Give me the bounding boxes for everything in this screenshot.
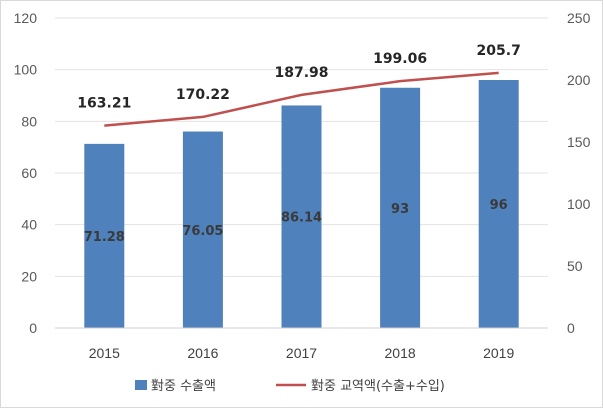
bar-data-label: 93 xyxy=(391,202,409,217)
gridlines xyxy=(55,17,548,277)
y-right-tick-label: 150 xyxy=(567,134,591,150)
bar xyxy=(281,105,322,328)
y-axis-right: 0 50 100 150 200 250 xyxy=(567,10,591,336)
bar xyxy=(380,87,421,328)
line-data-label: 187.98 xyxy=(274,65,328,81)
y-axis-left: 0 20 40 60 80 100 120 xyxy=(14,10,38,336)
legend-label-line: 對중 교역액(수출+수입) xyxy=(311,379,445,394)
y-right-tick-label: 100 xyxy=(567,196,591,212)
line-series xyxy=(104,71,499,127)
bar xyxy=(84,143,125,328)
y-left-tick-label: 60 xyxy=(21,165,37,181)
x-tick-label: 2018 xyxy=(385,345,416,361)
line-data-label: 199.06 xyxy=(373,51,427,67)
bar xyxy=(478,80,519,328)
y-left-tick-label: 0 xyxy=(29,320,37,336)
line-data-label: 170.22 xyxy=(176,87,230,103)
y-right-tick-label: 200 xyxy=(567,72,591,88)
line-data-labels: 163.21 170.22 187.98 199.06 205.7 xyxy=(77,43,521,112)
line-data-label: 205.7 xyxy=(477,43,521,59)
bar-data-label: 76.05 xyxy=(182,224,223,239)
x-tick-label: 2019 xyxy=(483,345,514,361)
bar-data-labels: 71.28 76.05 86.14 93 96 xyxy=(84,198,508,245)
y-left-tick-label: 40 xyxy=(21,217,37,233)
legend-label-bar: 對중 수출액 xyxy=(151,379,216,394)
series-line xyxy=(104,71,499,127)
legend: 對중 수출액 對중 교역액(수출+수입) xyxy=(135,379,445,394)
bar-series xyxy=(84,80,519,328)
bar xyxy=(182,131,223,328)
x-tick-label: 2016 xyxy=(187,345,218,361)
bar-data-label: 86.14 xyxy=(281,211,322,226)
y-right-tick-label: 0 xyxy=(567,320,575,336)
y-right-tick-label: 50 xyxy=(567,258,583,274)
y-left-tick-label: 80 xyxy=(21,113,37,129)
y-left-tick-label: 20 xyxy=(21,268,37,284)
x-tick-label: 2017 xyxy=(286,345,317,361)
legend-swatch-bar xyxy=(135,380,147,390)
x-axis: 2015 2016 2017 2018 2019 xyxy=(55,327,548,361)
y-right-tick-label: 250 xyxy=(567,10,591,26)
bar-data-label: 71.28 xyxy=(84,230,125,245)
line-data-label: 163.21 xyxy=(77,96,131,112)
x-tick-label: 2015 xyxy=(89,345,120,361)
bar-data-label: 96 xyxy=(490,198,508,213)
y-left-tick-label: 100 xyxy=(14,62,38,78)
y-left-tick-label: 120 xyxy=(14,10,38,26)
